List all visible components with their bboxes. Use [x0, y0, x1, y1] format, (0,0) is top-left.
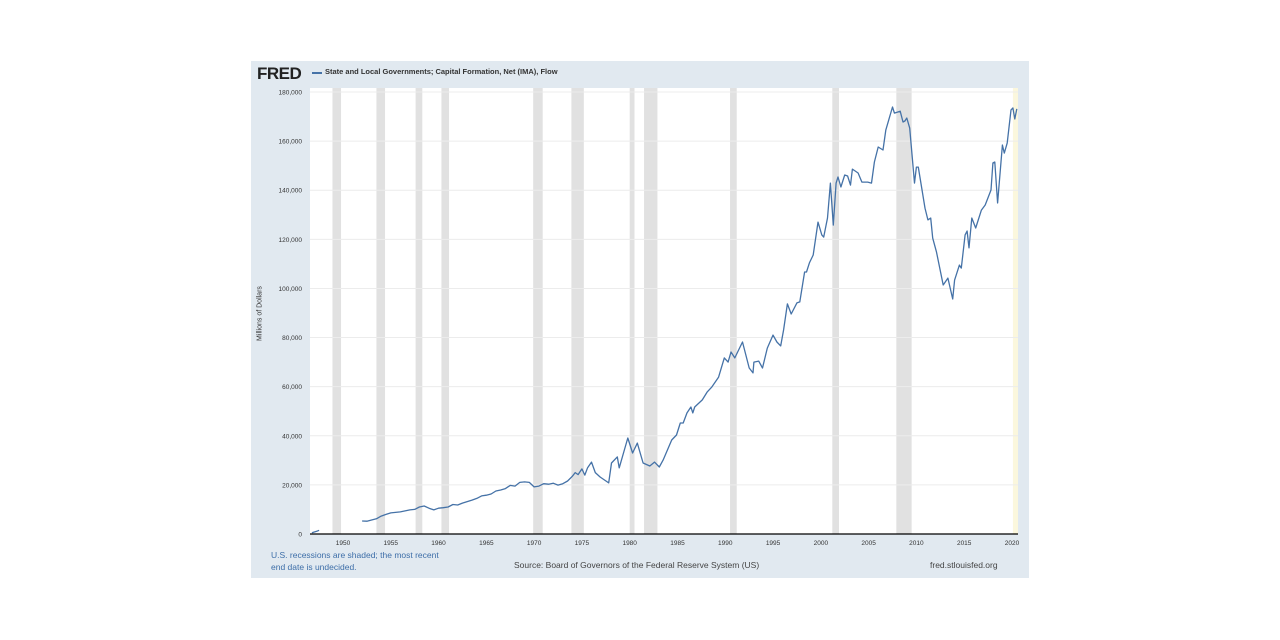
- fred-url-link[interactable]: fred.stlouisfed.org: [930, 560, 998, 570]
- y-tick-label: 160,000: [279, 139, 303, 146]
- y-tick-label: 60,000: [282, 384, 302, 391]
- x-tick-label: 2020: [1005, 540, 1020, 547]
- recession-band: [415, 88, 423, 534]
- y-tick-label: 100,000: [279, 286, 303, 293]
- x-tick-label: 1950: [336, 540, 351, 547]
- x-tick-label: 1965: [479, 540, 494, 547]
- recession-band: [441, 88, 450, 534]
- x-tick-label: 1975: [575, 540, 590, 547]
- x-tick-label: 2000: [814, 540, 829, 547]
- x-tick-label: 2010: [909, 540, 924, 547]
- y-tick-label: 120,000: [279, 237, 303, 244]
- x-tick-label: 1985: [670, 540, 685, 547]
- x-tick-label: 1980: [622, 540, 637, 547]
- x-tick-label: 1955: [384, 540, 399, 547]
- recession-band: [644, 88, 658, 534]
- x-tick-label: 1990: [718, 540, 733, 547]
- recession-band: [332, 88, 342, 534]
- legend-label: State and Local Governments; Capital For…: [325, 67, 558, 76]
- x-tick-label: 1970: [527, 540, 542, 547]
- y-tick-label: 140,000: [279, 188, 303, 195]
- recession-band: [832, 88, 839, 534]
- legend-swatch: [312, 72, 322, 74]
- x-tick-label: 2005: [861, 540, 876, 547]
- x-tick-label: 2015: [957, 540, 972, 547]
- x-tick-label: 1960: [431, 540, 446, 547]
- recession-note: U.S. recessions are shaded; the most rec…: [271, 550, 439, 572]
- series-line: [362, 106, 1018, 522]
- recession-band: [533, 88, 543, 534]
- source-text: Source: Board of Governors of the Federa…: [514, 560, 760, 570]
- y-tick-label: 80,000: [282, 335, 302, 342]
- recession-band: [730, 88, 737, 534]
- recession-band: [629, 88, 635, 534]
- recession-band: [896, 88, 912, 534]
- series-line: [311, 529, 320, 534]
- y-tick-label: 40,000: [282, 433, 302, 440]
- y-axis-label: Millions of Dollars: [256, 286, 264, 341]
- fred-logo[interactable]: FRED: [257, 64, 302, 83]
- recession-band: [571, 88, 584, 534]
- y-tick-label: 180,000: [279, 90, 303, 97]
- recession-band: [376, 88, 386, 534]
- y-tick-label: 0: [298, 532, 302, 539]
- x-tick-label: 1995: [766, 540, 781, 547]
- y-tick-label: 20,000: [282, 482, 302, 489]
- recession-band-undecided: [1012, 88, 1018, 534]
